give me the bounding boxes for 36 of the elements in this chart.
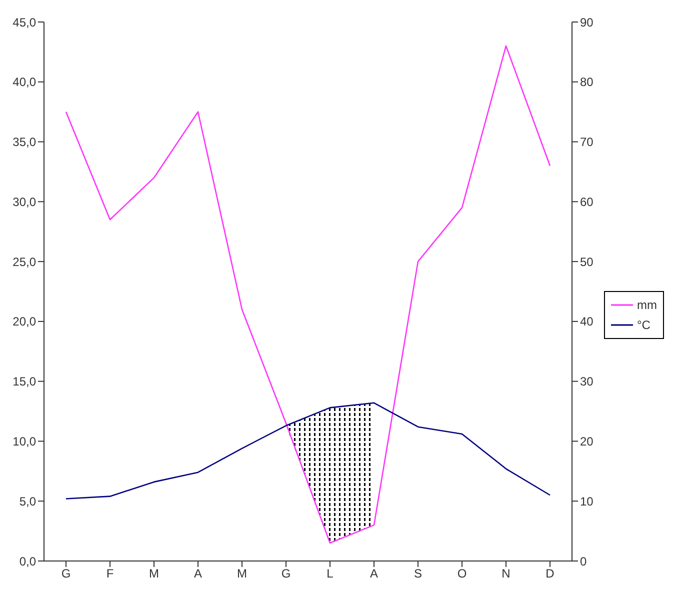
y2-tick-label: 50 bbox=[580, 254, 594, 269]
y-tick-label: 25,0 bbox=[12, 254, 36, 269]
y-tick-label: 45,0 bbox=[12, 15, 36, 30]
x-tick-label: M bbox=[237, 566, 247, 581]
y2-tick-label: 60 bbox=[580, 194, 594, 209]
legend-label: mm bbox=[637, 297, 657, 314]
x-tick-label: A bbox=[370, 566, 378, 581]
line-series bbox=[65, 45, 551, 544]
y2-tick-label: 80 bbox=[580, 75, 594, 90]
x-tick-label: M bbox=[149, 566, 159, 581]
y-tick-label: 40,0 bbox=[12, 75, 36, 90]
line-series bbox=[65, 402, 551, 500]
y2-tick-label: 0 bbox=[580, 554, 587, 568]
y2-tick-label: 20 bbox=[580, 434, 594, 448]
y-tick-label: 5,0 bbox=[19, 494, 36, 508]
y2-tick-label: 40 bbox=[580, 314, 594, 329]
y2-tick-label: 30 bbox=[580, 374, 594, 389]
x-tick-label: S bbox=[414, 566, 422, 581]
y2-tick-label: 90 bbox=[580, 15, 594, 30]
x-tick-label: O bbox=[457, 566, 467, 581]
y-tick-label: 0,0 bbox=[19, 554, 36, 568]
legend-label: °C bbox=[637, 317, 650, 334]
x-tick-label: D bbox=[546, 566, 555, 581]
y-tick-label: 10,0 bbox=[12, 434, 36, 448]
x-tick-label: F bbox=[106, 566, 114, 581]
x-tick-label: A bbox=[194, 566, 202, 581]
y2-tick-label: 10 bbox=[580, 494, 594, 508]
x-tick-label: G bbox=[281, 566, 291, 581]
x-tick-label: L bbox=[326, 566, 334, 581]
x-tick-label: G bbox=[61, 566, 71, 581]
x-tick-label: N bbox=[502, 566, 510, 581]
y-tick-label: 15,0 bbox=[12, 374, 36, 389]
y-tick-label: 20,0 bbox=[12, 314, 36, 329]
y2-tick-label: 70 bbox=[580, 135, 594, 150]
y-tick-label: 30,0 bbox=[12, 194, 36, 209]
y-tick-label: 35,0 bbox=[12, 135, 36, 150]
